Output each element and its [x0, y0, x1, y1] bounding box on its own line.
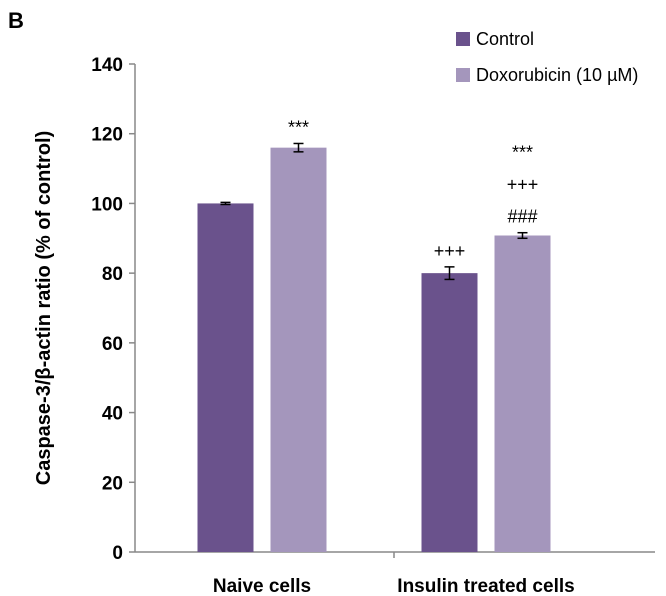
y-axis-title-group: Caspase-3/β-actin ratio (% of control): [33, 131, 55, 485]
y-tick-label: 20: [102, 473, 123, 494]
significance-label: +++: [434, 241, 466, 261]
significance-label: ###: [507, 207, 537, 227]
legend-swatch: [456, 32, 470, 46]
bar: [270, 147, 327, 552]
x-category-label: Insulin treated cells: [397, 576, 574, 596]
y-tick-label: 120: [91, 125, 123, 146]
legend-swatch: [456, 68, 470, 82]
x-category-label: Naive cells: [213, 576, 311, 596]
significance-label: ***: [288, 117, 309, 137]
significance-label: +++: [507, 175, 539, 195]
legend: Control Doxorubicin (10 µM): [456, 29, 638, 85]
bar: [494, 235, 551, 553]
y-tick-label: 40: [102, 404, 123, 425]
y-tick-label: 60: [102, 334, 123, 355]
y-tick-label: 100: [91, 194, 123, 215]
bar: [421, 273, 478, 552]
y-tick-label: 140: [91, 55, 123, 76]
y-tick-label: 0: [112, 543, 123, 564]
y-axis-title: Caspase-3/β-actin ratio (% of control): [33, 131, 55, 485]
legend-label: Doxorubicin (10 µM): [476, 65, 638, 85]
annotations: *** +++ *** +++ ###: [288, 117, 538, 260]
bars: [197, 142, 551, 553]
axes: 0 20 40 60 80 100 120 140 Naive cells Insulin tre…: [91, 55, 655, 596]
y-tick-label: 80: [102, 264, 123, 285]
panel-label: B: [8, 8, 24, 33]
bar: [197, 203, 254, 552]
legend-label: Control: [476, 29, 534, 49]
significance-label: ***: [512, 143, 533, 163]
